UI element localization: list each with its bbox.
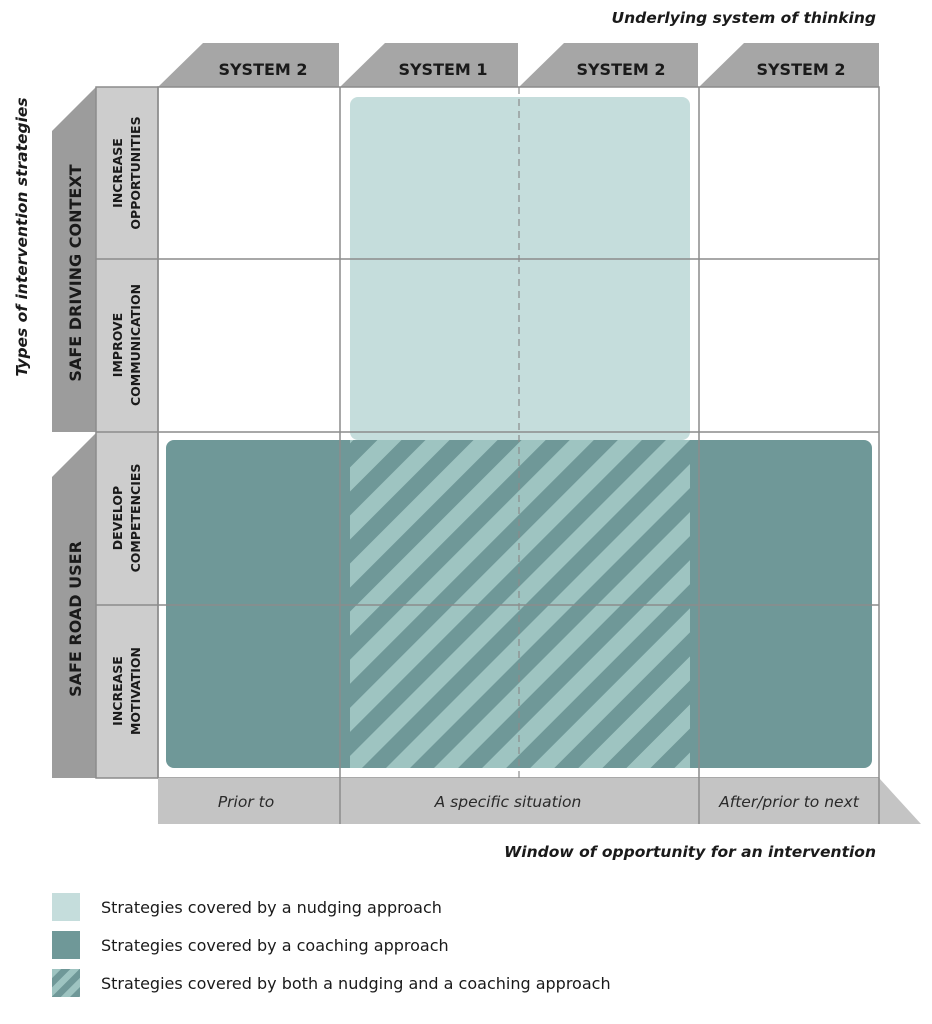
column-header-2: SYSTEM 1: [398, 60, 487, 79]
row-label-3-line-1: DEVELOP: [110, 486, 125, 550]
column-header-3: SYSTEM 2: [576, 60, 665, 79]
window-label-after: After/prior to next: [718, 793, 860, 811]
window-label-prior: Prior to: [218, 793, 274, 811]
nudging-region: [350, 97, 690, 440]
column-header-tab: [340, 43, 519, 87]
row-group-label-2: SAFE ROAD USER: [66, 541, 85, 697]
column-header-4: SYSTEM 2: [756, 60, 845, 79]
window-label-specific: A specific situation: [434, 793, 582, 811]
legend-label-nudging: Strategies covered by a nudging approach: [101, 897, 442, 917]
row-label-3-line-2: COMPETENCIES: [128, 464, 143, 573]
legend: Strategies covered by a nudging approach…: [52, 893, 611, 1007]
row-label-2-line-1: IMPROVE: [110, 313, 125, 377]
legend-item-coaching: Strategies covered by a coaching approac…: [52, 931, 611, 959]
row-label-2-line-2: COMMUNICATION: [128, 284, 143, 406]
row-group-label-1: SAFE DRIVING CONTEXT: [66, 164, 85, 381]
both-swatch: [52, 969, 80, 997]
overlap-region: [350, 440, 690, 768]
coaching-swatch: [52, 931, 80, 959]
left-axis-title: Types of intervention strategies: [13, 97, 31, 376]
column-header-tab: [699, 43, 879, 87]
legend-item-both: Strategies covered by both a nudging and…: [52, 969, 611, 997]
bottom-axis-title: Window of opportunity for an interventio…: [504, 843, 876, 861]
legend-item-nudging: Strategies covered by a nudging approach: [52, 893, 611, 921]
legend-label-coaching: Strategies covered by a coaching approac…: [101, 935, 449, 955]
nudging-swatch: [52, 893, 80, 921]
row-label-1-line-2: OPPORTUNITIES: [128, 116, 143, 229]
row-group-tab-safe-driving-context: [52, 87, 96, 432]
column-header-tab: [519, 43, 699, 87]
window-bar: [158, 778, 921, 824]
column-header-tab: [158, 43, 340, 87]
row-label-4-line-2: MOTIVATION: [128, 647, 143, 735]
row-label-1-line-1: INCREASE: [110, 138, 125, 208]
top-axis-title: Underlying system of thinking: [612, 9, 876, 27]
row-label-4-line-1: INCREASE: [110, 656, 125, 726]
column-header-1: SYSTEM 2: [218, 60, 307, 79]
legend-label-both: Strategies covered by both a nudging and…: [101, 973, 611, 993]
row-group-tab-safe-road-user: [52, 433, 96, 778]
